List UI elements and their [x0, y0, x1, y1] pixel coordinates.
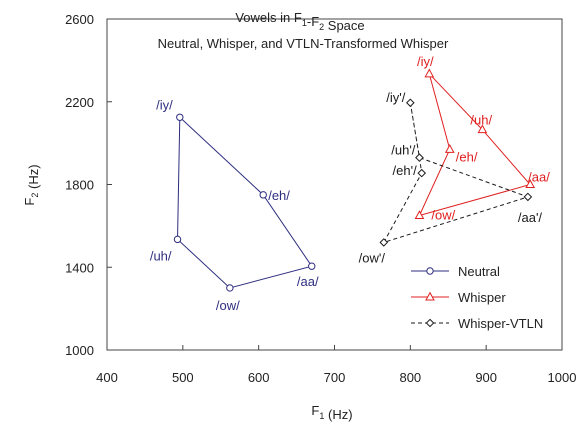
y-tick-label: 1000 [65, 343, 94, 358]
data-point [308, 262, 316, 270]
data-point [173, 235, 182, 244]
axes: 400 500 600 700 800 900 1000 1000 1400 1800 2200 26… [65, 12, 576, 385]
series-whisper: /iy/ /uh/ /aa/ /ow/ /eh/ [414, 54, 550, 223]
x-tick-label: 700 [324, 370, 346, 385]
data-point [406, 98, 415, 108]
series-line [177, 116, 313, 289]
y-tick-label: 1400 [65, 260, 94, 275]
legend-marker [426, 267, 434, 275]
chart-title-line1: Vowels in F1-F2 Space [235, 10, 364, 33]
point-label: /iy'/ [386, 90, 405, 105]
series-line [418, 73, 532, 217]
point-label: /eh'/ [393, 163, 418, 178]
point-label: /ow/ [431, 208, 455, 223]
point-label: /uh/ [470, 113, 492, 128]
x-tick-label: 1000 [548, 370, 577, 385]
point-label: /ow/ [216, 298, 240, 313]
point-label: /uh/ [150, 248, 172, 263]
point-label: /iy/ [156, 97, 173, 112]
data-point [417, 168, 427, 178]
legend-entry: Neutral [411, 264, 500, 279]
data-point [415, 153, 424, 162]
y-tick-label: 2600 [65, 12, 94, 27]
y-tick-label: 2200 [65, 95, 94, 110]
point-label: /eh/ [456, 149, 478, 164]
legend-entry: Whisper-VTLN [411, 316, 543, 331]
x-tick-label: 900 [475, 370, 497, 385]
data-point [379, 238, 389, 247]
chart-title-line2: Neutral, Whisper, and VTLN-Transformed W… [158, 36, 449, 51]
legend-marker [425, 318, 435, 328]
point-label: /aa/ [528, 170, 550, 185]
series-neutral: /iy/ /eh/ /aa/ /ow/ /uh/ [150, 97, 319, 313]
x-tick-label: 800 [399, 370, 421, 385]
legend: Neutral Whisper Whisper-VTLN [411, 264, 543, 331]
series-layer: /iy/ /eh/ /aa/ /ow/ /uh/ /iy/ /uh/ /aa/ /ow/ /eh/… [150, 54, 550, 313]
legend-marker [425, 291, 435, 301]
y-axis-label: F2 (Hz) [22, 164, 41, 205]
data-point [259, 191, 267, 199]
x-tick-label: 400 [96, 370, 118, 385]
data-point [523, 192, 533, 202]
legend-label: Neutral [458, 264, 500, 279]
point-label: /iy/ [417, 54, 434, 69]
data-point [525, 179, 535, 188]
data-point [477, 124, 488, 134]
series-whisper-vtln: /iy'/ /uh'/ /aa'/ /ow'/ /eh'/ [359, 90, 543, 266]
data-point [176, 113, 184, 121]
x-tick-label: 500 [172, 370, 194, 385]
y-tick-label: 1800 [65, 178, 94, 193]
point-label: /aa'/ [518, 210, 543, 225]
x-axis-label: F1 (Hz) [311, 403, 352, 422]
data-point [444, 143, 455, 153]
x-tick-label: 600 [248, 370, 270, 385]
point-label: /ow'/ [359, 250, 386, 265]
legend-label: Whisper-VTLN [458, 316, 543, 331]
data-point [414, 210, 425, 220]
point-label: /aa/ [297, 274, 319, 289]
data-point [424, 68, 435, 78]
point-label: /eh/ [268, 188, 290, 203]
legend-entry: Whisper [411, 290, 506, 305]
data-point [226, 284, 234, 292]
point-label: /uh'/ [391, 143, 416, 158]
legend-label: Whisper [458, 290, 506, 305]
